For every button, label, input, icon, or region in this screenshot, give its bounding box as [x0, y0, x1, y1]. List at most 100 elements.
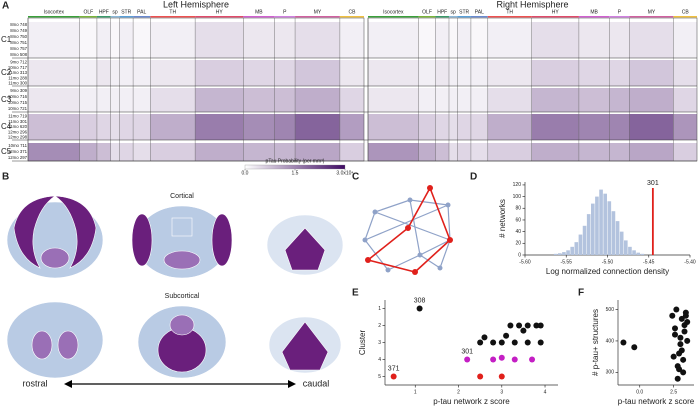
region-bar — [195, 16, 244, 18]
heat-cell — [195, 88, 244, 112]
region-label: OLF — [83, 9, 93, 15]
point — [680, 356, 687, 363]
heat-cell — [339, 22, 364, 58]
y-tick-label: 300 — [606, 370, 615, 376]
sample-label: 10mo 716 — [8, 94, 28, 99]
heat-cell — [96, 88, 111, 112]
heat-cell — [133, 143, 151, 161]
point — [681, 328, 688, 335]
heat-cell — [629, 143, 674, 161]
heat-cell — [578, 88, 610, 112]
region-label: P — [283, 9, 287, 15]
heat-cell — [629, 88, 674, 112]
heat-cell — [368, 88, 419, 112]
x-tick-label: 0.0 — [636, 389, 643, 395]
y-tick-label: 60 — [515, 217, 521, 223]
region-label: HY — [552, 9, 560, 15]
point — [498, 373, 505, 380]
brain-slice — [266, 214, 344, 276]
point — [670, 353, 677, 360]
region-bar — [609, 16, 630, 18]
heat-cell — [448, 22, 458, 58]
reference-label: 301 — [647, 180, 659, 187]
cluster-label: C2 — [1, 68, 12, 77]
region-bar — [418, 16, 436, 18]
brain-slice — [6, 301, 104, 379]
heat-cell — [435, 143, 449, 161]
region-label: Isocortex — [44, 9, 65, 15]
y-tick-label: 100 — [513, 194, 522, 200]
heat-cell — [110, 22, 120, 58]
bar — [591, 203, 595, 255]
heat-cell — [609, 143, 630, 161]
bar — [553, 253, 558, 255]
point — [672, 331, 678, 338]
colorbar-tick-label: 0.0 — [242, 170, 249, 176]
point — [631, 344, 638, 351]
sample-label: 9mo 712 — [10, 60, 27, 65]
bar — [562, 252, 566, 255]
heat-cell — [457, 143, 471, 161]
heat-cell — [274, 88, 296, 112]
region-label: MY — [314, 9, 322, 15]
heat-cell — [133, 60, 151, 86]
sample-label: 11mo 300 — [8, 81, 27, 86]
region-bar — [339, 16, 364, 18]
region-bar — [96, 16, 111, 18]
bar — [628, 246, 632, 255]
point — [416, 305, 423, 312]
point — [680, 369, 687, 376]
point — [678, 347, 685, 354]
heat-cell — [673, 60, 697, 86]
point — [537, 339, 544, 346]
heat-cell — [339, 114, 364, 140]
heat-cell — [96, 60, 111, 86]
heat-cell — [673, 22, 697, 58]
point — [477, 373, 484, 380]
sample-label: 11mo 288 — [8, 75, 27, 80]
heat-cell — [79, 60, 97, 86]
heat-cell — [368, 114, 419, 140]
y-tick-label: 3 — [378, 340, 381, 346]
region-label: TH — [169, 9, 176, 15]
hemisphere-title: Left Hemisphere — [163, 0, 229, 9]
point — [537, 322, 544, 329]
region-bar — [295, 16, 340, 18]
x-tick-label: 4 — [544, 389, 547, 395]
heat-cell — [119, 22, 134, 58]
heat-cell — [578, 143, 610, 161]
heat-cell — [133, 88, 151, 112]
bar — [599, 189, 603, 255]
region-label: sp — [451, 9, 457, 15]
sample-label: 12mo 296 — [8, 129, 28, 134]
heat-cell — [673, 88, 697, 112]
region-label: CB — [682, 9, 690, 15]
brain-slice — [131, 205, 233, 279]
sample-label: 8mo 751 — [10, 40, 27, 45]
hemisphere-title: Right Hemisphere — [496, 0, 568, 9]
region-bar — [110, 16, 120, 18]
heat-cell — [195, 114, 244, 140]
region-bar — [531, 16, 579, 18]
point — [511, 356, 518, 363]
point — [533, 322, 540, 329]
point — [681, 322, 688, 329]
heat-cell — [487, 114, 532, 140]
heat-cell — [79, 114, 97, 140]
point — [498, 339, 505, 346]
cluster-label: C5 — [1, 147, 12, 156]
region-label: HY — [216, 9, 224, 15]
heat-cell — [578, 114, 610, 140]
panel-label: E — [352, 288, 359, 299]
heat-cell — [418, 88, 436, 112]
bar — [640, 253, 645, 255]
axis-label: rostral — [22, 378, 47, 388]
panel-label: A — [2, 1, 9, 12]
y-tick-label: 4 — [378, 357, 381, 363]
point — [498, 354, 505, 361]
heat-cell — [457, 114, 471, 140]
heat-cell — [295, 114, 340, 140]
heat-cell — [274, 143, 296, 161]
heat-cell — [609, 88, 630, 112]
